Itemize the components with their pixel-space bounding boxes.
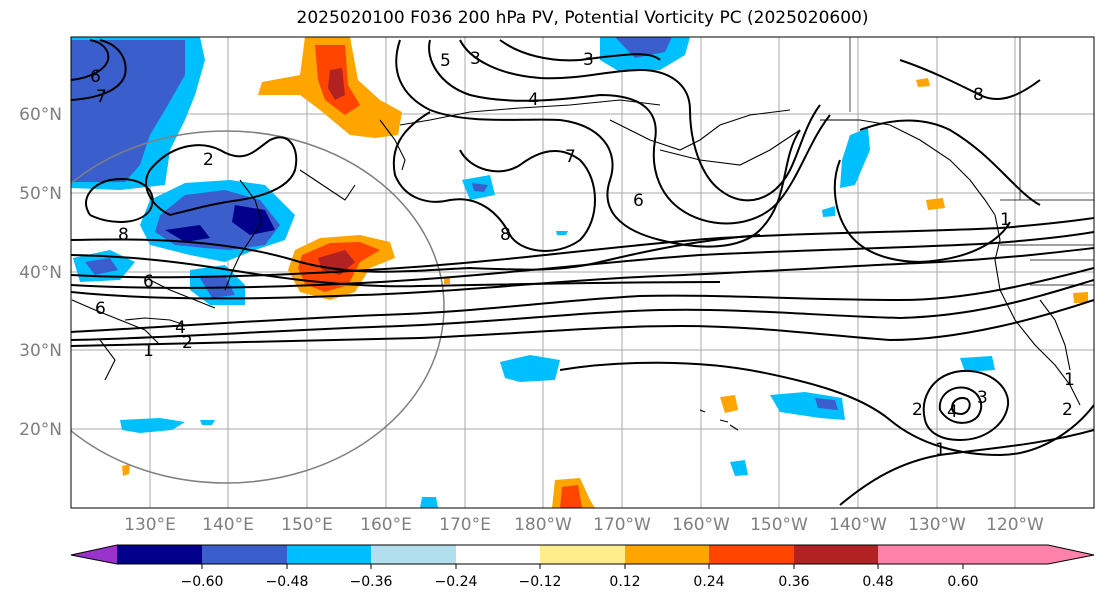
contour-label: 3 — [583, 50, 594, 70]
colorbar-tick-label: 0.60 — [947, 574, 978, 590]
colorbar-tick-label: −0.48 — [266, 574, 309, 590]
colorbar-segment — [625, 545, 709, 564]
colorbar-segment — [709, 545, 794, 564]
colorbar-extend-right — [963, 545, 1094, 564]
map-frame — [70, 36, 1095, 509]
colorbar-tick-label: 0.24 — [693, 574, 724, 590]
lat-label: 50°N — [19, 184, 62, 204]
lon-label: 150°E — [281, 515, 333, 535]
colorbar-segment — [287, 545, 371, 564]
longitude-labels: 130°E 140°E 150°E 160°E 170°E 180°W 170°… — [124, 515, 1044, 535]
lat-label: 60°N — [19, 105, 62, 125]
colorbar-tick-label: 0.48 — [862, 574, 893, 590]
lon-label: 140°W — [829, 515, 887, 535]
pv-contours — [71, 39, 1094, 506]
contour-label: 2 — [182, 333, 193, 353]
contour-label: 2 — [1062, 400, 1073, 420]
contour-label: 4 — [947, 402, 958, 422]
lon-label: 160°W — [672, 515, 730, 535]
colorbar-ticks — [201, 564, 964, 569]
lon-label: 160°E — [360, 515, 412, 535]
colorbar-tick-label: −0.12 — [519, 574, 562, 590]
contour-label: 7 — [565, 147, 576, 167]
lon-label: 130°E — [124, 515, 176, 535]
lat-label: 40°N — [19, 263, 62, 283]
lon-label: 140°E — [202, 515, 254, 535]
contour-label: 1 — [1064, 370, 1075, 390]
reference-circle — [71, 130, 445, 484]
latitude-labels: 60°N 50°N 40°N 30°N 20°N — [19, 105, 62, 440]
contour-label: 1 — [935, 440, 946, 460]
colorbar-segment — [794, 545, 878, 564]
borders — [849, 37, 1094, 286]
colorbar-tick-label: 0.36 — [778, 574, 809, 590]
lon-label: 170°W — [593, 515, 651, 535]
pv-negative-anomalies — [71, 37, 995, 508]
contour-label: 8 — [500, 225, 511, 245]
lon-label: 120°W — [986, 515, 1044, 535]
lon-label: 180°W — [514, 515, 572, 535]
colorbar-segment — [456, 545, 540, 564]
contour-label: 8 — [118, 225, 129, 245]
contour-label: 7 — [96, 87, 107, 107]
map-area — [71, 37, 1094, 508]
colorbar-tick-label: −0.36 — [350, 574, 393, 590]
colorbar-extend-left — [71, 545, 117, 564]
lon-label: 130°W — [908, 515, 966, 535]
colorbar-segment — [202, 545, 287, 564]
lon-label: 170°E — [439, 515, 491, 535]
contour-label: 3 — [470, 49, 481, 69]
colorbar-segment — [371, 545, 456, 564]
colorbar-tick-label: 0.12 — [609, 574, 640, 590]
colorbar-segment — [540, 545, 625, 564]
colorbar-segment — [878, 545, 963, 564]
contour-labels: 6 7 8 6 6 4 2 1 5 3 4 3 8 7 6 8 1 2 4 3 … — [90, 49, 1075, 460]
lat-label: 30°N — [19, 341, 62, 361]
contour-label: 4 — [528, 90, 539, 110]
contour-label: 3 — [977, 388, 988, 408]
contour-label: 5 — [440, 51, 451, 71]
contour-label: 4 — [175, 318, 186, 338]
colorbar-outline — [70, 544, 1095, 565]
map-title: 2025020100 F036 200 hPa PV, Potential Vo… — [296, 8, 869, 28]
contour-label: 6 — [90, 67, 101, 87]
colorbar-tick-label: −0.24 — [435, 574, 478, 590]
colorbar-tick-label: −0.60 — [181, 574, 224, 590]
contour-label: 1 — [1000, 210, 1011, 230]
contour-label: 6 — [143, 272, 154, 292]
lon-label: 150°W — [750, 515, 808, 535]
contour-label: 6 — [95, 299, 106, 319]
contour-label: 6 — [633, 191, 644, 211]
coastlines — [71, 99, 1081, 431]
colorbar-segment — [117, 545, 202, 564]
contour-label: 1 — [143, 341, 154, 361]
contour-label: 2 — [912, 400, 923, 420]
contour-label: 8 — [973, 85, 984, 105]
pv-positive-anomalies — [122, 37, 1088, 508]
lat-label: 20°N — [19, 420, 62, 440]
contour-label: 2 — [203, 150, 214, 170]
colorbar: −0.60 −0.48 −0.36 −0.24 −0.12 0.12 0.24 … — [70, 544, 1095, 590]
